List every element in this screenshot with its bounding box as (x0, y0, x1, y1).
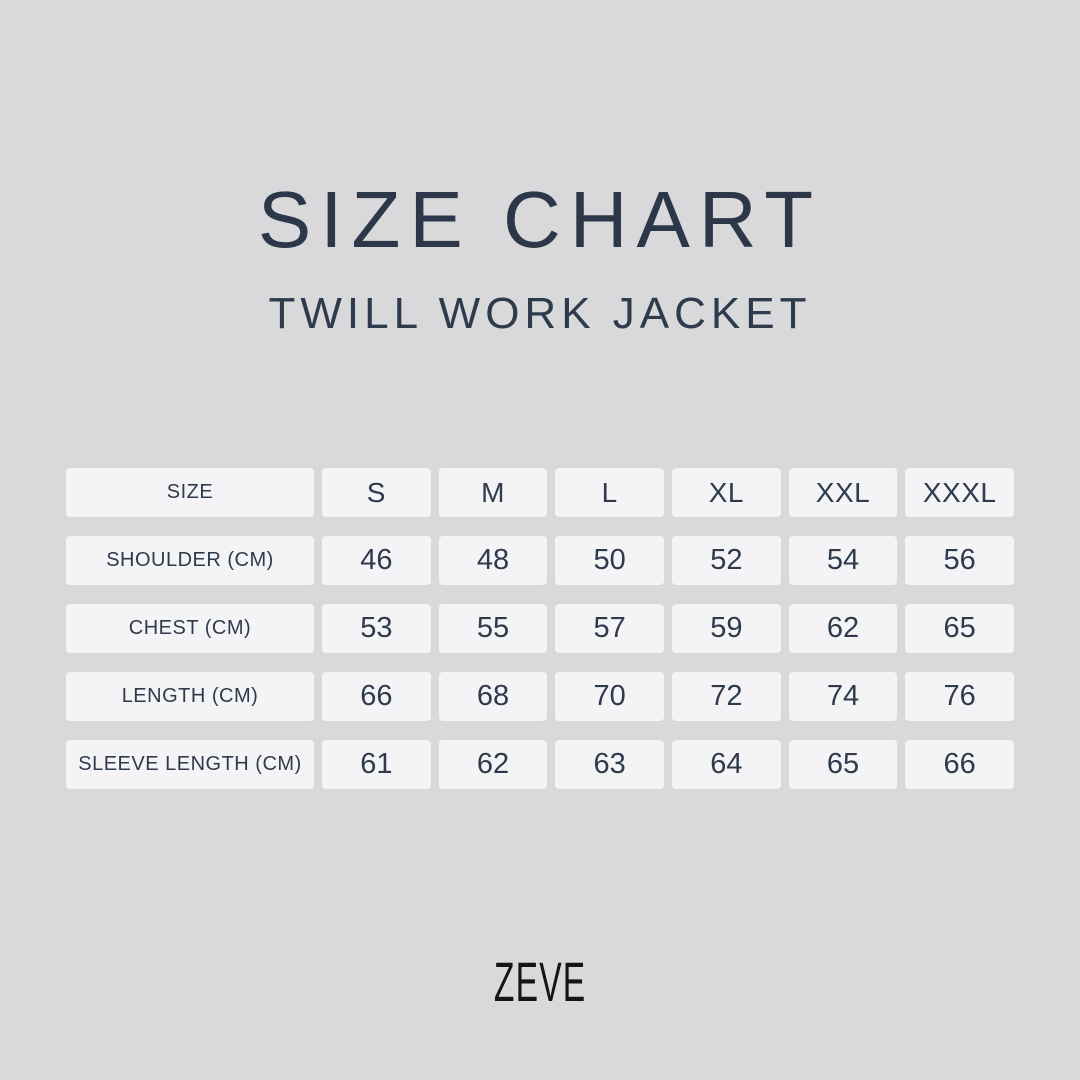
table-cell: 52 (671, 536, 781, 585)
brand-logo: ZEVE (0, 952, 1080, 1012)
table-cell: 72 (671, 672, 781, 721)
table-cell: 65 (905, 604, 1014, 653)
page-title: SIZE CHART (257, 175, 823, 264)
row-label-sleeve-length: SLEEVE LENGTH (CM) (66, 740, 314, 789)
table-cell: 55 (438, 604, 548, 653)
table-cell: 50 (555, 536, 664, 585)
brand-logo-text: ZEVE (493, 950, 587, 1013)
row-label-chest: CHEST (CM) (66, 604, 314, 653)
page-subtitle: TWILL WORK JACKET (268, 289, 812, 338)
table-cell: 62 (788, 604, 898, 653)
row-label-shoulder: SHOULDER (CM) (66, 536, 314, 585)
header-cell-m: M (438, 468, 548, 517)
header-cell-xl: XL (671, 468, 781, 517)
table-cell: 61 (322, 740, 431, 789)
table-cell: 66 (905, 740, 1014, 789)
table-cell: 74 (788, 672, 898, 721)
table-cell: 48 (438, 536, 548, 585)
header-cell-s: S (322, 468, 431, 517)
header-cell-size: SIZE (66, 468, 314, 517)
header-cell-l: L (555, 468, 664, 517)
table-cell: 59 (671, 604, 781, 653)
table-cell: 62 (438, 740, 548, 789)
table-cell: 56 (905, 536, 1014, 585)
header-cell-xxl: XXL (788, 468, 898, 517)
table-cell: 68 (438, 672, 548, 721)
table-cell: 57 (555, 604, 664, 653)
header-cell-xxxl: XXXL (905, 468, 1014, 517)
table-cell: 66 (322, 672, 431, 721)
size-table: SIZE S M L XL XXL XXXL SHOULDER (CM) 46 … (66, 468, 1014, 789)
table-cell: 76 (905, 672, 1014, 721)
table-cell: 64 (671, 740, 781, 789)
table-cell: 63 (555, 740, 664, 789)
table-cell: 46 (322, 536, 431, 585)
table-cell: 53 (322, 604, 431, 653)
table-cell: 70 (555, 672, 664, 721)
row-label-length: LENGTH (CM) (66, 672, 314, 721)
table-cell: 65 (788, 740, 898, 789)
table-cell: 54 (788, 536, 898, 585)
